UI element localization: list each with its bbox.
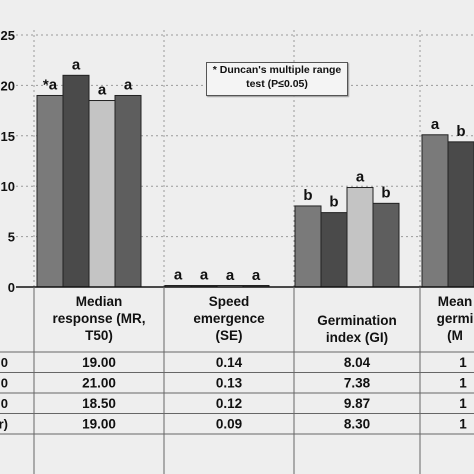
bar-letter: a bbox=[431, 116, 440, 133]
significance-note-line-1: * Duncan's multiple range bbox=[212, 64, 342, 76]
table-cell: 21.00 bbox=[82, 376, 116, 391]
category-label: T50) bbox=[85, 328, 113, 343]
table-cell: 18.50 bbox=[82, 396, 116, 411]
bar-letter: a bbox=[98, 82, 107, 99]
bar-letter: a bbox=[226, 267, 235, 284]
bar-letter: b bbox=[329, 194, 338, 211]
table-cell: 1 bbox=[459, 376, 467, 391]
significance-note-line-2: test (P≤0.05) bbox=[246, 78, 308, 90]
table-cell: 1 bbox=[459, 417, 467, 432]
bar-letter: a bbox=[124, 76, 133, 93]
y-tick-label: 5 bbox=[8, 230, 15, 245]
bar bbox=[114, 94, 142, 288]
bar-letter: a bbox=[252, 267, 261, 284]
table-cell: 19.00 bbox=[82, 417, 116, 432]
significance-note: * Duncan's multiple range test (P≤0.05) bbox=[206, 62, 348, 96]
y-tick-label: 0 bbox=[8, 280, 15, 295]
table-row-label: ter) bbox=[0, 417, 8, 432]
bar bbox=[294, 205, 322, 288]
category-label: Germination bbox=[317, 313, 397, 328]
category-label: index (GI) bbox=[326, 330, 388, 345]
table-cell: 7.38 bbox=[344, 376, 371, 391]
bar-letter: b bbox=[303, 187, 312, 204]
table-cell: 1 bbox=[459, 355, 467, 370]
bar bbox=[88, 100, 116, 288]
category-label: Median bbox=[76, 294, 123, 309]
bar-letter: a bbox=[174, 267, 183, 284]
table-row-label: 0 bbox=[1, 355, 8, 370]
bar bbox=[447, 141, 474, 288]
bar-letter: b bbox=[381, 184, 390, 201]
category-label: Speed bbox=[209, 294, 250, 309]
bar bbox=[346, 187, 374, 288]
table-cell: 1 bbox=[459, 396, 467, 411]
category-label: (SE) bbox=[216, 328, 243, 343]
table-cell: 0.09 bbox=[216, 417, 242, 432]
bar-letter: a bbox=[356, 169, 365, 186]
bar-letter: b bbox=[456, 123, 465, 140]
bar-letter: a bbox=[72, 56, 81, 73]
bar bbox=[372, 202, 400, 288]
bar-letter: a bbox=[200, 267, 209, 284]
table-cell: 9.87 bbox=[344, 396, 370, 411]
table-cell: 8.30 bbox=[344, 417, 370, 432]
bar bbox=[421, 134, 449, 288]
category-label: germi bbox=[437, 311, 474, 326]
table-cell: 0.12 bbox=[216, 396, 242, 411]
y-tick-label: 25 bbox=[1, 28, 15, 43]
table-row-label: 0 bbox=[1, 376, 8, 391]
y-tick-label: 20 bbox=[1, 78, 15, 93]
y-tick-label: 10 bbox=[1, 179, 15, 194]
table-cell: 0.14 bbox=[216, 355, 243, 370]
table-cell: 0.13 bbox=[216, 376, 243, 391]
bar bbox=[320, 212, 348, 288]
table-cell: 19.00 bbox=[82, 355, 116, 370]
bar-letter: *a bbox=[43, 76, 58, 93]
category-label: emergence bbox=[193, 311, 265, 326]
bar bbox=[36, 94, 64, 288]
table-row-label: 0 bbox=[1, 396, 8, 411]
table-cell: 8.04 bbox=[344, 355, 371, 370]
category-label: response (MR, bbox=[52, 311, 145, 326]
bar bbox=[62, 74, 90, 288]
category-label: Mean bbox=[438, 294, 473, 309]
y-tick-label: 15 bbox=[1, 129, 15, 144]
category-label: (M bbox=[447, 328, 463, 343]
